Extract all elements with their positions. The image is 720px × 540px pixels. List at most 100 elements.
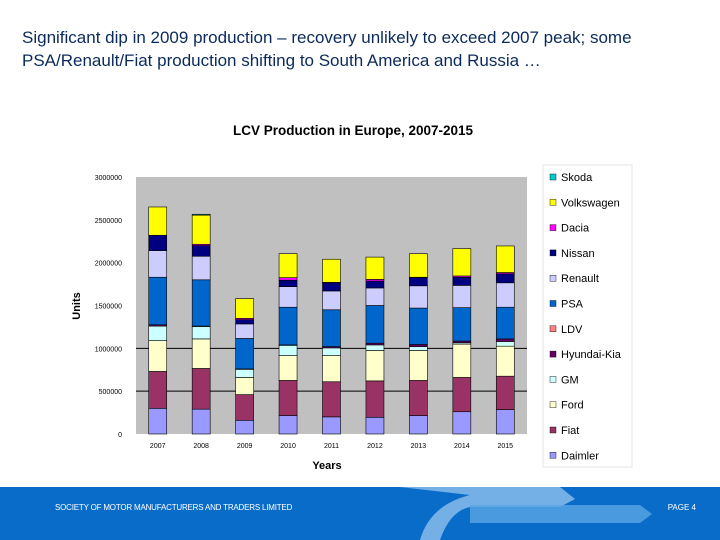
bar-segment-fiat — [235, 394, 254, 421]
bar-segment-gm — [278, 345, 298, 356]
bar-segment-fiat — [148, 371, 168, 409]
bar-segment-gm — [495, 341, 515, 347]
bar-segment-nissan — [409, 277, 428, 287]
bar-segment-volkswagen — [278, 253, 298, 278]
bar-segment-renault — [495, 282, 515, 308]
legend-swatch — [549, 249, 557, 257]
bar-segment-daimler — [322, 416, 341, 435]
bar-segment-nissan — [191, 245, 211, 257]
bar-segment-volkswagen — [495, 245, 515, 273]
bar-segment-renault — [235, 323, 254, 339]
bar-segment-daimler — [191, 408, 211, 435]
legend-label: Dacia — [561, 223, 590, 235]
legend-label: Hyundai-Kia — [561, 349, 622, 361]
bar-segment-psa — [495, 306, 515, 340]
legend: Skoda Volkswagen Dacia Nissan Renault PSA LDV H… — [549, 172, 622, 462]
bar-segment-renault — [409, 285, 428, 309]
bar-segment-ford — [191, 338, 211, 369]
bar-segment-fiat — [409, 380, 428, 416]
x-tick-label: 2007 — [150, 443, 166, 450]
x-tick-label: 2012 — [367, 443, 383, 450]
x-axis-label: Years — [312, 460, 341, 472]
bar-segment-volkswagen — [365, 256, 385, 280]
bar-segment-nissan — [278, 279, 298, 287]
x-tick-label: 2013 — [411, 443, 427, 450]
bar-segment-ford — [322, 355, 341, 383]
bar-segment-nissan — [495, 273, 515, 284]
bar-segment-volkswagen — [148, 206, 168, 236]
legend-label: Fiat — [561, 425, 579, 437]
bar-segment-volkswagen — [322, 258, 341, 283]
bar-segment-nissan — [235, 319, 254, 325]
bar-segment-renault — [322, 290, 341, 311]
bar-segment-ford — [148, 340, 168, 372]
bar-segment-fiat — [452, 377, 472, 413]
legend-swatch — [549, 426, 557, 434]
bar-segment-fiat — [322, 381, 341, 418]
x-tick-label: 2008 — [193, 443, 209, 450]
legend-label: PSA — [561, 299, 584, 311]
bar-segment-psa — [452, 307, 472, 342]
legend-swatch — [549, 325, 557, 332]
bar-segment-psa — [409, 307, 428, 345]
bar-segment-psa — [191, 279, 211, 327]
bar-segment-gm — [191, 326, 211, 340]
bar-segment-ford — [278, 355, 298, 381]
y-tick-label: 2500000 — [95, 218, 122, 225]
y-tick-label: 2000000 — [95, 261, 122, 268]
bar-segment-psa — [148, 276, 168, 326]
bar-segment-psa — [235, 338, 254, 370]
legend-label: Skoda — [561, 172, 593, 184]
bar-segment-ford — [452, 343, 472, 378]
bar-segment-gm — [148, 325, 168, 341]
bar-segment-fiat — [365, 380, 385, 418]
legend-swatch — [549, 350, 557, 358]
bar-segment-renault — [191, 255, 211, 281]
bar-segment-daimler — [365, 416, 385, 435]
swoosh-logo-graphic — [400, 487, 652, 540]
bar-segment-ford — [495, 345, 515, 377]
bar-segment-psa — [278, 306, 298, 346]
x-tick-label: 2014 — [454, 443, 470, 450]
legend-swatch — [549, 173, 557, 181]
bar-segment-gm — [409, 346, 428, 351]
bar-segment-daimler — [495, 409, 515, 435]
legend-label: Ford — [561, 400, 584, 412]
bar-segment-volkswagen — [191, 214, 211, 245]
bar-segment-daimler — [148, 407, 168, 435]
bar-segment-hyundai-kia — [495, 338, 515, 342]
legend-label: LDV — [561, 324, 583, 336]
bar-segment-hyundai-kia — [409, 344, 428, 347]
bar-segment-renault — [278, 286, 298, 308]
bar-segment-volkswagen — [235, 298, 254, 319]
legend-label: Daimler — [561, 450, 599, 462]
y-tick-label: 500000 — [99, 389, 122, 396]
bar-segment-psa — [365, 305, 385, 344]
legend-box — [542, 164, 633, 468]
legend-swatch — [549, 401, 557, 408]
bar-segment-nissan — [148, 234, 168, 251]
x-tick-label: 2009 — [237, 443, 253, 450]
bar-segment-fiat — [278, 380, 298, 416]
bar-segment-daimler — [278, 415, 298, 435]
page-number: PAGE 4 — [667, 503, 696, 512]
x-tick-label: 2015 — [497, 443, 513, 450]
bar-segment-volkswagen — [452, 248, 472, 277]
footer-organisation: SOCIETY OF MOTOR MANUFACTURERS AND TRADE… — [55, 503, 293, 512]
bar-segment-daimler — [409, 415, 428, 435]
legend-label: Renault — [561, 273, 599, 285]
legend-label: GM — [561, 374, 579, 386]
bar-segment-ford — [365, 350, 385, 382]
stacked-bar-chart: LCV Production in Europe, 2007-2015 0 500… — [71, 123, 633, 472]
bar-segment-fiat — [191, 368, 211, 410]
y-tick-label: 1500000 — [95, 304, 122, 311]
slide-headline: Significant dip in 2009 production – rec… — [22, 28, 632, 70]
bar-segment-daimler — [235, 419, 254, 435]
bar-segment-ford — [409, 350, 428, 381]
chart-title: LCV Production in Europe, 2007-2015 — [233, 123, 474, 138]
bar-segment-nissan — [322, 282, 341, 292]
bar-segment-gm — [322, 347, 341, 356]
y-tick-label: 1000000 — [95, 346, 122, 353]
x-tick-label: 2011 — [324, 443, 339, 450]
legend-swatch — [549, 224, 557, 231]
